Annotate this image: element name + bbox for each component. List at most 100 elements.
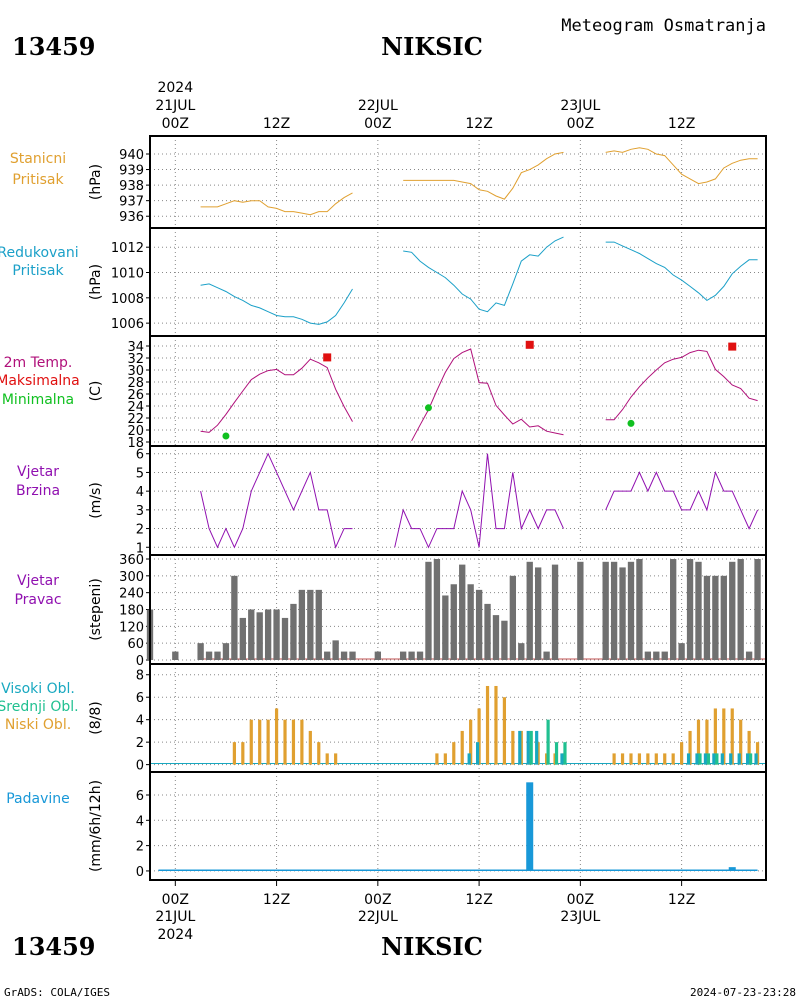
cloud-bar-1-3: [526, 730, 530, 765]
direction-bar-24: [416, 651, 424, 660]
cloud-bar-0-9: [308, 730, 312, 765]
ytick-label-station_pressure-1: 937: [119, 195, 144, 210]
ylabel-clouds: (8/8): [88, 701, 104, 734]
direction-bar-41: [577, 561, 584, 660]
footer-station-name: NIKSIC: [381, 932, 483, 961]
cloud-bar-1-9: [712, 753, 716, 765]
cloud-bar-0-19: [485, 685, 490, 765]
ytick-label-wind_direction-5: 300: [119, 570, 144, 585]
credit: GrADS: COLA/IGES: [4, 986, 110, 999]
direction-bar-35: [509, 575, 517, 660]
tmax-marker-2: [728, 342, 737, 351]
cloud-bar-2-3: [563, 742, 567, 765]
cloud-bar-0-43: [730, 708, 734, 765]
frame-precipitation: [149, 771, 767, 881]
direction-bar-53: [695, 561, 702, 660]
frame-station_pressure: [149, 135, 767, 229]
cloud-bar-0-38: [688, 730, 692, 765]
panel-wind_speed: Vjetar Brzina (m/s) 1 2 3 4 5 6: [16, 445, 767, 556]
series-reduced_pressure-1: [403, 236, 564, 313]
station-name: NIKSIC: [381, 32, 483, 61]
direction-bar-27: [442, 595, 449, 660]
cloud-bar-0-2: [249, 719, 253, 765]
cloud-bar-0-12: [334, 753, 338, 765]
series-wind_speed-1: [394, 453, 564, 549]
cloud-bar-0-3: [258, 719, 262, 765]
ytick-label-wind_direction-2: 120: [119, 620, 144, 635]
cloud-bar-0-36: [671, 753, 675, 765]
ytick-label-reduced_pressure-3: 1012: [111, 241, 144, 256]
direction-bar-6: [231, 575, 238, 660]
direction-bar-29: [459, 564, 466, 660]
panel-label-precipitation-0: Padavine: [6, 791, 70, 807]
direction-bar-10: [264, 609, 272, 660]
ytick-label-temperature-3: 24: [127, 400, 144, 415]
ylabel-wind_direction: (stepeni): [88, 578, 104, 641]
panel-label-wind_speed-1: Brzina: [16, 483, 60, 499]
ytick-label-wind_direction-0: 0: [136, 654, 144, 669]
series-reduced_pressure-0: [200, 283, 353, 325]
cloud-bar-2-1: [546, 719, 550, 765]
direction-bar-55: [712, 575, 719, 660]
bottom-date-label-2: 22JUL: [358, 909, 398, 925]
cloud-bar-0-42: [722, 708, 726, 765]
top-date-label-0: 21JUL: [155, 98, 195, 114]
panel-label-wind_direction-1: Pravac: [14, 592, 61, 608]
cloud-bar-0-31: [629, 753, 633, 765]
cloud-bar-0-39: [696, 719, 701, 765]
panel-label-station_pressure-1: Pritisak: [12, 172, 64, 188]
cloud-bar-1-0: [467, 753, 471, 765]
ytick-label-clouds-1: 2: [136, 736, 144, 751]
direction-bar-1: [172, 651, 179, 660]
chart-title: Meteogram Osmatranja: [561, 16, 766, 36]
cloud-bar-1-10: [720, 753, 724, 765]
precip-bar-1: [728, 867, 736, 871]
cloud-bar-1-12: [737, 753, 741, 765]
direction-bar-44: [619, 567, 626, 660]
cloud-bar-1-1: [475, 742, 480, 765]
precip-bar-0: [526, 782, 534, 871]
cloud-bar-0-5: [274, 708, 279, 765]
direction-bar-59: [745, 651, 753, 660]
series-station_pressure-2: [605, 147, 758, 185]
ylabel-reduced_pressure: (hPa): [88, 264, 104, 300]
cloud-bar-0-20: [494, 685, 498, 765]
ytick-label-station_pressure-3: 939: [119, 164, 144, 179]
cloud-bar-0-11: [325, 753, 329, 765]
ytick-label-wind_speed-1: 2: [136, 523, 144, 538]
panel-label-wind_direction-0: Vjetar: [17, 573, 59, 589]
cloud-bar-0-0: [232, 742, 236, 765]
direction-bar-18: [332, 640, 339, 660]
direction-bar-14: [298, 589, 306, 660]
ytick-label-precipitation-0: 0: [136, 865, 144, 880]
panel-label-reduced_pressure-0: Redukovani: [0, 245, 79, 261]
ytick-label-wind_speed-2: 3: [136, 504, 144, 519]
tmin-marker-0: [222, 432, 230, 440]
ytick-label-station_pressure-4: 940: [119, 148, 144, 163]
footer-station-id: 13459: [12, 932, 96, 961]
panel-label-wind_speed-0: Vjetar: [17, 464, 59, 480]
direction-bar-46: [636, 559, 643, 660]
bottom-tick-label-2: 00Z: [364, 892, 391, 908]
top-tick-label-2: 00Z: [364, 116, 391, 132]
top-tick-label-4: 00Z: [567, 116, 594, 132]
cloud-bar-2-2: [554, 742, 559, 765]
ytick-label-temperature-8: 34: [127, 340, 144, 355]
cloud-bar-1-5: [560, 753, 564, 765]
top-date-label-4: 23JUL: [560, 98, 600, 114]
cloud-bar-0-32: [637, 753, 642, 765]
cloud-bar-1-2: [518, 730, 522, 765]
ytick-label-clouds-3: 6: [136, 691, 144, 706]
ytick-label-reduced_pressure-1: 1008: [111, 292, 144, 307]
direction-bar-23: [408, 651, 415, 660]
header: 13459 NIKSIC Meteogram Osmatranja: [12, 16, 766, 61]
panel-label-temperature-1: Maksimalna: [0, 373, 80, 389]
tmax-marker-1: [525, 340, 534, 349]
ytick-label-wind_speed-4: 5: [136, 466, 144, 481]
panel-label-clouds-0: Visoki Obl.: [1, 681, 75, 697]
direction-bar-33: [492, 615, 500, 660]
top-year-label: 2024: [157, 80, 193, 96]
ytick-label-precipitation-1: 2: [136, 840, 144, 855]
